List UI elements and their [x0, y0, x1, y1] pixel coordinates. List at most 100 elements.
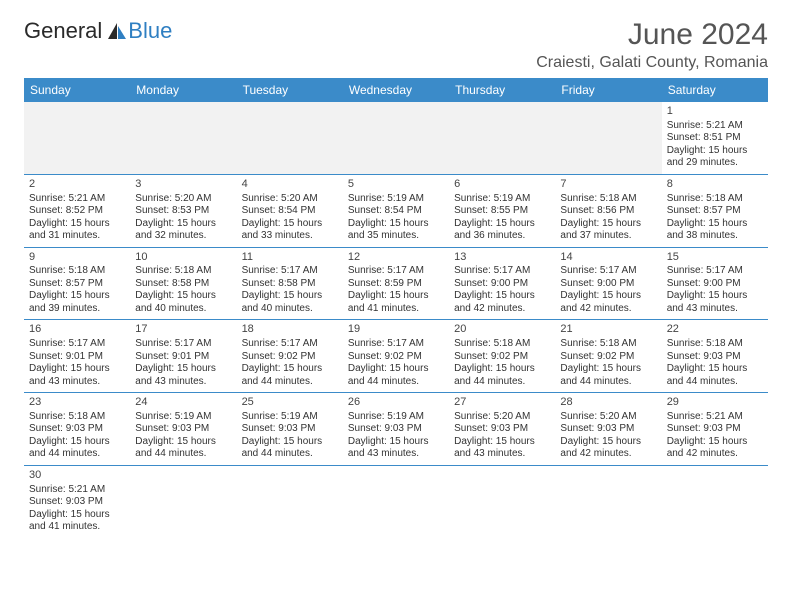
sunset-line: Sunset: 8:59 PM [348, 278, 444, 291]
calendar-cell: 11Sunrise: 5:17 AMSunset: 8:58 PMDayligh… [237, 247, 343, 320]
sunrise-line: Sunrise: 5:20 AM [135, 193, 231, 206]
daylight-line: Daylight: 15 hours and 38 minutes. [667, 218, 763, 243]
calendar-cell: 21Sunrise: 5:18 AMSunset: 9:02 PMDayligh… [555, 320, 661, 393]
day-number: 4 [242, 178, 338, 192]
location-text: Craiesti, Galati County, Romania [536, 54, 768, 72]
day-number: 25 [242, 396, 338, 410]
sunrise-line: Sunrise: 5:19 AM [348, 193, 444, 206]
sunset-line: Sunset: 9:03 PM [242, 423, 338, 436]
day-number: 24 [135, 396, 231, 410]
daylight-line: Daylight: 15 hours and 44 minutes. [242, 363, 338, 388]
day-number: 22 [667, 323, 763, 337]
calendar-header-row: SundayMondayTuesdayWednesdayThursdayFrid… [24, 78, 768, 102]
calendar-cell: 28Sunrise: 5:20 AMSunset: 9:03 PMDayligh… [555, 393, 661, 466]
calendar-cell: 30Sunrise: 5:21 AMSunset: 9:03 PMDayligh… [24, 465, 130, 537]
calendar-cell: 5Sunrise: 5:19 AMSunset: 8:54 PMDaylight… [343, 174, 449, 247]
day-number: 14 [560, 251, 656, 265]
sunrise-line: Sunrise: 5:21 AM [29, 193, 125, 206]
title-block: June 2024 Craiesti, Galati County, Roman… [536, 18, 768, 72]
sunset-line: Sunset: 9:00 PM [667, 278, 763, 291]
calendar-cell: 18Sunrise: 5:17 AMSunset: 9:02 PMDayligh… [237, 320, 343, 393]
sunset-line: Sunset: 9:03 PM [560, 423, 656, 436]
calendar-cell: 24Sunrise: 5:19 AMSunset: 9:03 PMDayligh… [130, 393, 236, 466]
sunset-line: Sunset: 8:57 PM [29, 278, 125, 291]
daylight-line: Daylight: 15 hours and 35 minutes. [348, 218, 444, 243]
calendar-cell [237, 102, 343, 174]
calendar-cell: 1Sunrise: 5:21 AMSunset: 8:51 PMDaylight… [662, 102, 768, 174]
day-number: 16 [29, 323, 125, 337]
brand-logo: GeneralBlue [24, 18, 172, 44]
day-number: 18 [242, 323, 338, 337]
calendar-cell: 26Sunrise: 5:19 AMSunset: 9:03 PMDayligh… [343, 393, 449, 466]
sunrise-line: Sunrise: 5:19 AM [348, 411, 444, 424]
page-header: GeneralBlue June 2024 Craiesti, Galati C… [24, 18, 768, 72]
calendar-cell: 8Sunrise: 5:18 AMSunset: 8:57 PMDaylight… [662, 174, 768, 247]
weekday-header: Wednesday [343, 78, 449, 102]
weekday-header: Sunday [24, 78, 130, 102]
calendar-cell: 9Sunrise: 5:18 AMSunset: 8:57 PMDaylight… [24, 247, 130, 320]
sunrise-line: Sunrise: 5:18 AM [667, 338, 763, 351]
sunrise-line: Sunrise: 5:21 AM [667, 120, 763, 133]
calendar-cell [237, 465, 343, 537]
sunset-line: Sunset: 8:53 PM [135, 205, 231, 218]
sunrise-line: Sunrise: 5:18 AM [667, 193, 763, 206]
sunrise-line: Sunrise: 5:19 AM [242, 411, 338, 424]
sunrise-line: Sunrise: 5:19 AM [454, 193, 550, 206]
weekday-header: Monday [130, 78, 236, 102]
daylight-line: Daylight: 15 hours and 40 minutes. [135, 290, 231, 315]
daylight-line: Daylight: 15 hours and 44 minutes. [454, 363, 550, 388]
daylight-line: Daylight: 15 hours and 43 minutes. [667, 290, 763, 315]
calendar-cell: 25Sunrise: 5:19 AMSunset: 9:03 PMDayligh… [237, 393, 343, 466]
brand-part2: Blue [128, 18, 172, 44]
daylight-line: Daylight: 15 hours and 44 minutes. [135, 436, 231, 461]
sunset-line: Sunset: 9:02 PM [348, 351, 444, 364]
sunset-line: Sunset: 9:03 PM [667, 351, 763, 364]
daylight-line: Daylight: 15 hours and 44 minutes. [242, 436, 338, 461]
sunrise-line: Sunrise: 5:17 AM [242, 338, 338, 351]
day-number: 3 [135, 178, 231, 192]
weekday-header: Saturday [662, 78, 768, 102]
month-title: June 2024 [536, 18, 768, 52]
daylight-line: Daylight: 15 hours and 43 minutes. [135, 363, 231, 388]
day-number: 17 [135, 323, 231, 337]
sunrise-line: Sunrise: 5:18 AM [29, 411, 125, 424]
daylight-line: Daylight: 15 hours and 44 minutes. [348, 363, 444, 388]
sunset-line: Sunset: 8:58 PM [242, 278, 338, 291]
daylight-line: Daylight: 15 hours and 29 minutes. [667, 145, 763, 170]
sunset-line: Sunset: 9:01 PM [29, 351, 125, 364]
sunset-line: Sunset: 9:00 PM [454, 278, 550, 291]
calendar-cell: 7Sunrise: 5:18 AMSunset: 8:56 PMDaylight… [555, 174, 661, 247]
sunset-line: Sunset: 9:03 PM [29, 496, 125, 509]
sunrise-line: Sunrise: 5:17 AM [242, 265, 338, 278]
daylight-line: Daylight: 15 hours and 43 minutes. [454, 436, 550, 461]
calendar-cell: 3Sunrise: 5:20 AMSunset: 8:53 PMDaylight… [130, 174, 236, 247]
daylight-line: Daylight: 15 hours and 36 minutes. [454, 218, 550, 243]
calendar-cell: 13Sunrise: 5:17 AMSunset: 9:00 PMDayligh… [449, 247, 555, 320]
calendar-cell: 14Sunrise: 5:17 AMSunset: 9:00 PMDayligh… [555, 247, 661, 320]
sunset-line: Sunset: 8:58 PM [135, 278, 231, 291]
daylight-line: Daylight: 15 hours and 39 minutes. [29, 290, 125, 315]
sunrise-line: Sunrise: 5:18 AM [560, 338, 656, 351]
calendar-cell: 16Sunrise: 5:17 AMSunset: 9:01 PMDayligh… [24, 320, 130, 393]
sunrise-line: Sunrise: 5:18 AM [29, 265, 125, 278]
weekday-header: Friday [555, 78, 661, 102]
sunset-line: Sunset: 8:52 PM [29, 205, 125, 218]
sunset-line: Sunset: 8:51 PM [667, 132, 763, 145]
sunset-line: Sunset: 8:57 PM [667, 205, 763, 218]
daylight-line: Daylight: 15 hours and 44 minutes. [667, 363, 763, 388]
daylight-line: Daylight: 15 hours and 42 minutes. [560, 290, 656, 315]
sunrise-line: Sunrise: 5:17 AM [454, 265, 550, 278]
sunrise-line: Sunrise: 5:17 AM [667, 265, 763, 278]
sunrise-line: Sunrise: 5:21 AM [29, 484, 125, 497]
day-number: 5 [348, 178, 444, 192]
calendar-cell: 29Sunrise: 5:21 AMSunset: 9:03 PMDayligh… [662, 393, 768, 466]
calendar-cell: 4Sunrise: 5:20 AMSunset: 8:54 PMDaylight… [237, 174, 343, 247]
sunset-line: Sunset: 9:02 PM [242, 351, 338, 364]
calendar-cell [130, 465, 236, 537]
day-number: 20 [454, 323, 550, 337]
day-number: 12 [348, 251, 444, 265]
calendar-cell [662, 465, 768, 537]
calendar-cell: 27Sunrise: 5:20 AMSunset: 9:03 PMDayligh… [449, 393, 555, 466]
calendar-cell [555, 102, 661, 174]
calendar-cell: 17Sunrise: 5:17 AMSunset: 9:01 PMDayligh… [130, 320, 236, 393]
